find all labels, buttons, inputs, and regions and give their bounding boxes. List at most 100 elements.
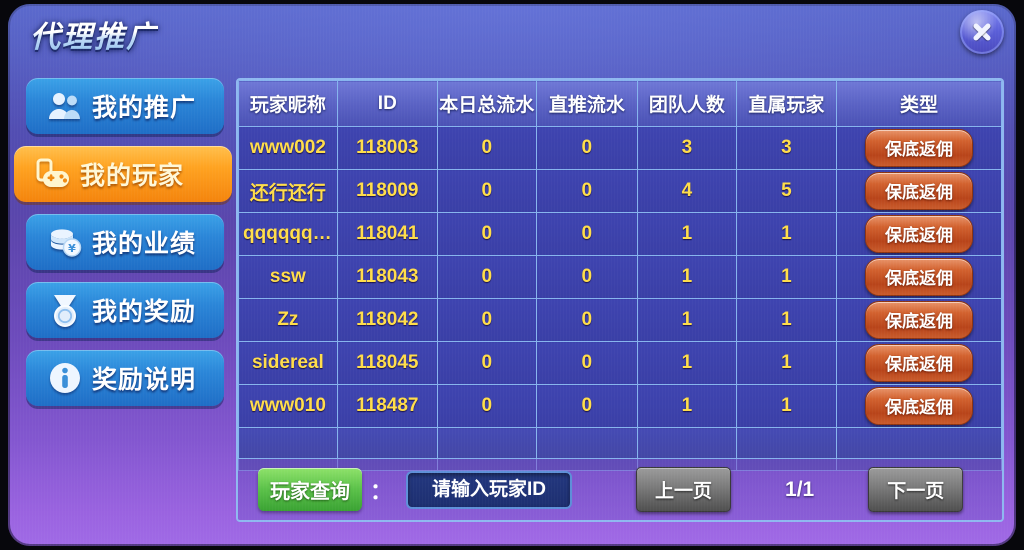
table-column-header: 本日总流水 [436,80,537,127]
sidebar-item-reward-rules[interactable]: 奖励说明 [26,350,224,406]
cell-today_total: 0 [436,212,537,256]
cell-type: 保底返佣 [835,341,1002,385]
cell-team_size: 1 [637,384,737,428]
cell-type: 保底返佣 [835,169,1002,213]
cell-today_total: 0 [436,298,537,342]
table-column-header: 团队人数 [637,80,737,127]
page-title: 代理推广 [30,12,158,56]
table-row: 还行还行 118009 0 0 4 5 保底返佣 [238,169,1002,213]
cell-direct_players: 1 [735,212,837,256]
table-header-row: 玩家昵称 ID 本日总流水 直推流水 团队人数 直属玩家 类型 [238,80,1002,127]
cell-team_size: 1 [637,341,737,385]
sidebar-item-my-players[interactable]: 我的玩家 [14,146,232,202]
cell-direct_flow: 0 [535,298,639,342]
cell-today_total: 0 [436,126,537,170]
info-icon [46,359,84,397]
players-table-card: 玩家昵称 ID 本日总流水 直推流水 团队人数 直属玩家 类型 www002 118003 0 0… [236,78,1004,522]
table-row: Zz 118042 0 0 1 1 保底返佣 [238,298,1002,342]
table-row: www002 118003 0 0 3 3 保底返佣 [238,126,1002,170]
commission-type-button[interactable]: 保底返佣 [864,344,973,382]
commission-type-button[interactable]: 保底返佣 [864,129,973,167]
prev-page-button[interactable]: 上一页 [636,467,732,512]
medal-icon [46,291,84,329]
table-column-header: 直推流水 [535,80,639,127]
svg-text:¥: ¥ [68,242,76,255]
cell-team_size: 1 [637,212,737,256]
cell-nickname: Zz [238,298,338,342]
cell-direct_players: 3 [735,126,837,170]
commission-type-button[interactable]: 保底返佣 [864,215,973,253]
cell-direct_flow: 0 [535,212,639,256]
cell-type: 保底返佣 [835,126,1002,170]
cell-id: 118043 [336,255,438,299]
table-header: 玩家昵称 ID 本日总流水 直推流水 团队人数 直属玩家 类型 [238,80,1002,127]
cell-id: 118003 [336,126,438,170]
sidebar-item-label: 我的推广 [92,94,197,122]
cell-nickname: www010 [238,384,338,428]
table-body: www002 118003 0 0 3 3 保底返佣 还行还行 118009 0 0 4 5 保底返佣 qq… [238,126,1002,471]
sidebar-item-my-promotion[interactable]: 我的推广 [26,78,224,134]
people-icon [46,87,84,125]
cell-today_total: 0 [436,255,537,299]
cell-nickname: qqqqqqqqq... [238,212,338,256]
player-query-button[interactable]: 玩家查询 [258,468,362,511]
cell-team_size: 1 [637,255,737,299]
table-row: ssw 118043 0 0 1 1 保底返佣 [238,255,1002,299]
cell-direct_flow: 0 [535,341,639,385]
commission-type-button[interactable]: 保底返佣 [864,301,973,339]
cell-type: 保底返佣 [835,212,1002,256]
cell-nickname: 还行还行 [238,169,338,213]
cell-nickname: sidereal [238,341,338,385]
commission-type-button[interactable]: 保底返佣 [864,258,973,296]
page-indicator: 1/1 [785,477,815,501]
commission-type-button[interactable]: 保底返佣 [864,387,973,425]
cell-direct_flow: 0 [535,169,639,213]
cell-type: 保底返佣 [835,384,1002,428]
cell-direct_players: 1 [735,255,837,299]
sidebar-item-label: 我的业绩 [92,230,197,258]
cell-type: 保底返佣 [835,298,1002,342]
table-column-header: 玩家昵称 [238,80,338,127]
cell-direct_players: 1 [735,384,837,428]
player-id-input[interactable] [406,470,573,509]
cell-direct_players: 5 [735,169,837,213]
cell-today_total: 0 [436,169,537,213]
cell-team_size: 3 [637,126,737,170]
agent-promotion-panel: 代理推广 我的推广 [8,4,1016,546]
table-column-header: 类型 [835,80,1002,127]
cell-today_total: 0 [436,341,537,385]
cell-id: 118041 [336,212,438,256]
cell-team_size: 1 [637,298,737,342]
close-icon[interactable] [960,10,1004,54]
cell-direct_flow: 0 [535,126,639,170]
cell-id: 118487 [336,384,438,428]
sidebar-item-label: 我的奖励 [92,298,197,326]
table-column-header: ID [336,80,438,127]
sidebar-item-my-performance[interactable]: ¥ 我的业绩 [26,214,224,270]
cell-direct_flow: 0 [535,255,639,299]
sidebar-item-label: 奖励说明 [92,366,197,394]
cell-id: 118042 [336,298,438,342]
table-row: www010 118487 0 0 1 1 保底返佣 [238,384,1002,428]
next-page-button[interactable]: 下一页 [868,467,964,512]
cell-nickname: ssw [238,255,338,299]
sidebar-item-label: 我的玩家 [80,162,185,190]
gamepad-icon [34,155,72,193]
cell-direct_players: 1 [735,341,837,385]
cell-direct_players: 1 [735,298,837,342]
players-table: 玩家昵称 ID 本日总流水 直推流水 团队人数 直属玩家 类型 www002 118003 0 0… [238,80,1002,471]
cell-id: 118009 [336,169,438,213]
cell-type: 保底返佣 [835,255,1002,299]
cell-team_size: 4 [637,169,737,213]
table-column-header: 直属玩家 [735,80,837,127]
commission-type-button[interactable]: 保底返佣 [864,172,973,210]
table-footer-toolbar: 玩家查询 ： 上一页 1/1 下一页 [238,458,1002,520]
cell-direct_flow: 0 [535,384,639,428]
sidebar-item-my-rewards[interactable]: 我的奖励 [26,282,224,338]
cell-today_total: 0 [436,384,537,428]
coins-icon: ¥ [46,223,84,261]
cell-nickname: www002 [238,126,338,170]
cell-id: 118045 [336,341,438,385]
